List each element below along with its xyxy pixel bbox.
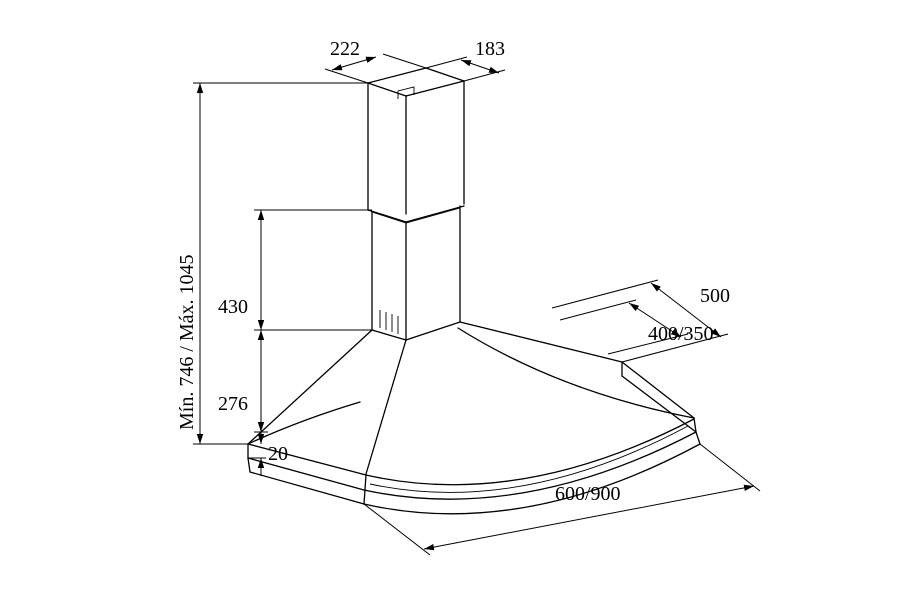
dim-label: 500	[700, 285, 730, 307]
dim-label: Mín. 746 / Máx. 1045	[176, 254, 198, 430]
dim-chimney-depth: 183	[426, 38, 505, 81]
hood-outline	[248, 68, 700, 514]
dim-chimney-width: 222	[325, 38, 426, 83]
dim-inner-depth: 400/350	[560, 300, 714, 354]
dim-label: 20	[268, 443, 288, 465]
dim-label: 600/900	[555, 483, 621, 505]
hood-dimension-drawing: 222 183 Mín. 746 / Máx. 1045 430 276 20	[0, 0, 900, 600]
dim-label: 430	[218, 296, 248, 318]
dim-hood-width: 600/900	[364, 444, 760, 555]
dim-total-height: Mín. 746 / Máx. 1045	[176, 83, 368, 444]
dim-hood-depth: 500	[552, 280, 730, 362]
vent-slots	[380, 310, 398, 334]
dim-chimney-height: 430	[218, 210, 372, 330]
dim-label: 400/350	[648, 323, 714, 345]
dim-label: 222	[330, 38, 360, 60]
dim-label: 276	[218, 393, 248, 415]
dim-canopy-height: 276	[218, 330, 268, 432]
dim-label: 183	[475, 38, 505, 60]
